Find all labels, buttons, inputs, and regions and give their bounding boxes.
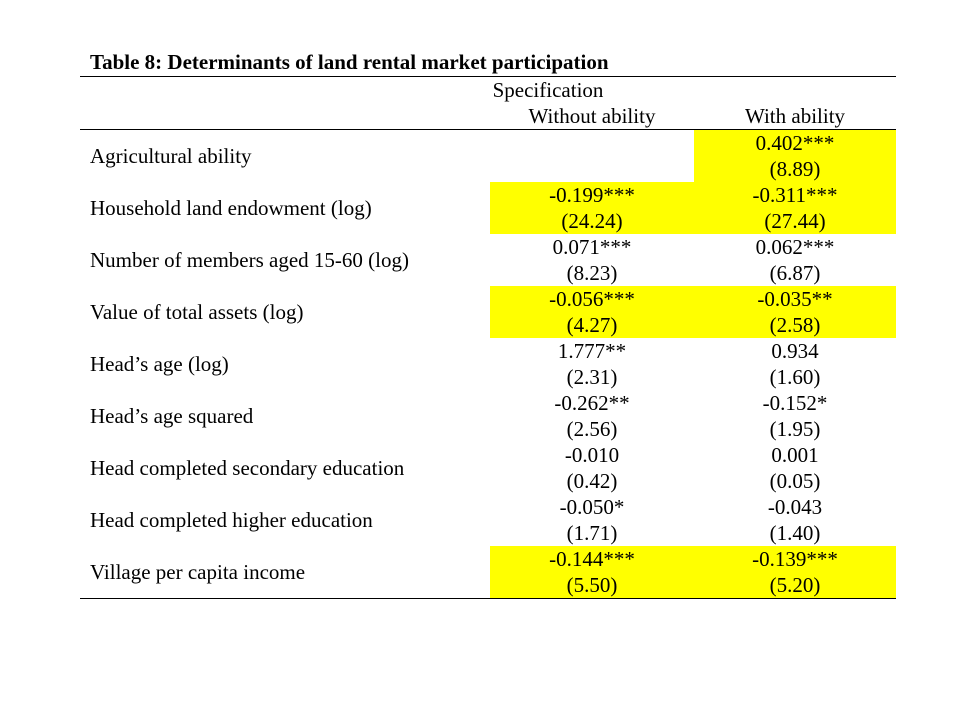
se-with-ability: (27.44) bbox=[694, 208, 897, 234]
coef-with-ability: 0.062*** bbox=[755, 235, 835, 259]
table-row: Head completed secondary education -0.01… bbox=[80, 442, 896, 480]
se-with-ability: (8.89) bbox=[694, 156, 897, 182]
row-label: Agricultural ability bbox=[90, 144, 252, 168]
table-row: Village per capita income -0.144*** -0.1… bbox=[80, 546, 897, 599]
table-row-se: (1.71) (1.40) bbox=[80, 520, 896, 546]
coef-with-ability: -0.043 bbox=[767, 495, 823, 519]
coef-with-ability: -0.311*** bbox=[694, 182, 897, 208]
row-label: Number of members aged 15-60 (log) bbox=[90, 248, 409, 272]
se-with-ability: (5.20) bbox=[694, 572, 897, 599]
se-with-ability: (1.95) bbox=[769, 417, 821, 441]
se-without-ability: (0.42) bbox=[566, 469, 618, 493]
table-row-se: (8.89) bbox=[80, 156, 897, 182]
se-with-ability: (1.40) bbox=[769, 521, 821, 545]
row-label: Household land endowment (log) bbox=[90, 196, 372, 220]
se-with-ability: (6.87) bbox=[769, 261, 821, 285]
table-row: Agricultural ability 0.402*** bbox=[80, 129, 897, 168]
se-without-ability: (2.31) bbox=[566, 365, 618, 389]
table-row: Household land endowment (log) -0.199***… bbox=[80, 182, 897, 220]
row-label: Village per capita income bbox=[80, 546, 490, 599]
col-header-with-ability: With ability bbox=[694, 103, 897, 130]
coef-with-ability: -0.035** bbox=[694, 286, 897, 312]
table-row: Head’s age squared -0.262** -0.152* bbox=[80, 390, 896, 428]
coef-without-ability: -0.199*** bbox=[490, 182, 694, 208]
coef-without-ability: -0.056*** bbox=[490, 286, 694, 312]
specification-header: Specification bbox=[80, 76, 897, 103]
se-with-ability: (1.60) bbox=[769, 365, 821, 389]
header-blank-cell bbox=[80, 103, 490, 130]
table-row: Head completed higher education -0.050* … bbox=[80, 494, 896, 532]
se-without-ability: (1.71) bbox=[566, 521, 618, 545]
se-without-ability: (4.27) bbox=[490, 312, 694, 338]
se-without-ability: (8.23) bbox=[566, 261, 618, 285]
table-row-se: (4.27) (2.58) bbox=[80, 312, 897, 338]
coef-without-ability: -0.144*** bbox=[490, 546, 694, 572]
se-without-ability bbox=[490, 156, 694, 182]
coef-without-ability bbox=[490, 130, 694, 157]
results-table: Specification Without ability With abili… bbox=[80, 76, 897, 599]
table-row-se: (5.50) (5.20) bbox=[80, 572, 897, 599]
table-row-se: (2.56) (1.95) bbox=[80, 416, 896, 442]
table-title: Table 8: Determinants of land rental mar… bbox=[90, 50, 609, 74]
row-label: Value of total assets (log) bbox=[90, 300, 304, 324]
coef-with-ability: -0.139*** bbox=[694, 546, 897, 572]
coef-without-ability: -0.010 bbox=[564, 443, 620, 467]
coef-without-ability: -0.050* bbox=[559, 495, 625, 519]
se-without-ability: (2.56) bbox=[566, 417, 618, 441]
table-row: Number of members aged 15-60 (log) 0.071… bbox=[80, 234, 896, 272]
coef-without-ability: 0.071*** bbox=[552, 235, 632, 259]
row-label: Head completed higher education bbox=[90, 508, 373, 532]
coef-with-ability: -0.152* bbox=[762, 391, 828, 415]
row-label: Head’s age squared bbox=[90, 404, 254, 428]
coef-with-ability: 0.402*** bbox=[694, 129, 897, 156]
col-header-without-ability: Without ability bbox=[490, 103, 694, 130]
table-row: Value of total assets (log) -0.056*** -0… bbox=[80, 286, 897, 324]
coef-with-ability: 0.001 bbox=[771, 443, 819, 467]
coef-without-ability: -0.262** bbox=[554, 391, 630, 415]
table-row: Head’s age (log) 1.777** 0.934 bbox=[80, 338, 896, 376]
se-with-ability: (2.58) bbox=[694, 312, 897, 338]
se-without-ability: (24.24) bbox=[490, 208, 694, 234]
se-with-ability: (0.05) bbox=[769, 469, 821, 493]
table-row-se: (0.42) (0.05) bbox=[80, 468, 896, 494]
coef-with-ability: 0.934 bbox=[771, 339, 819, 363]
row-label: Head completed secondary education bbox=[90, 456, 405, 480]
se-without-ability: (5.50) bbox=[490, 572, 694, 599]
table-row-se: (24.24) (27.44) bbox=[80, 208, 897, 234]
table-row-se: (8.23) (6.87) bbox=[80, 260, 896, 286]
coef-without-ability: 1.777** bbox=[557, 339, 627, 363]
row-label: Head’s age (log) bbox=[90, 352, 229, 376]
table-row-se: (2.31) (1.60) bbox=[80, 364, 896, 390]
